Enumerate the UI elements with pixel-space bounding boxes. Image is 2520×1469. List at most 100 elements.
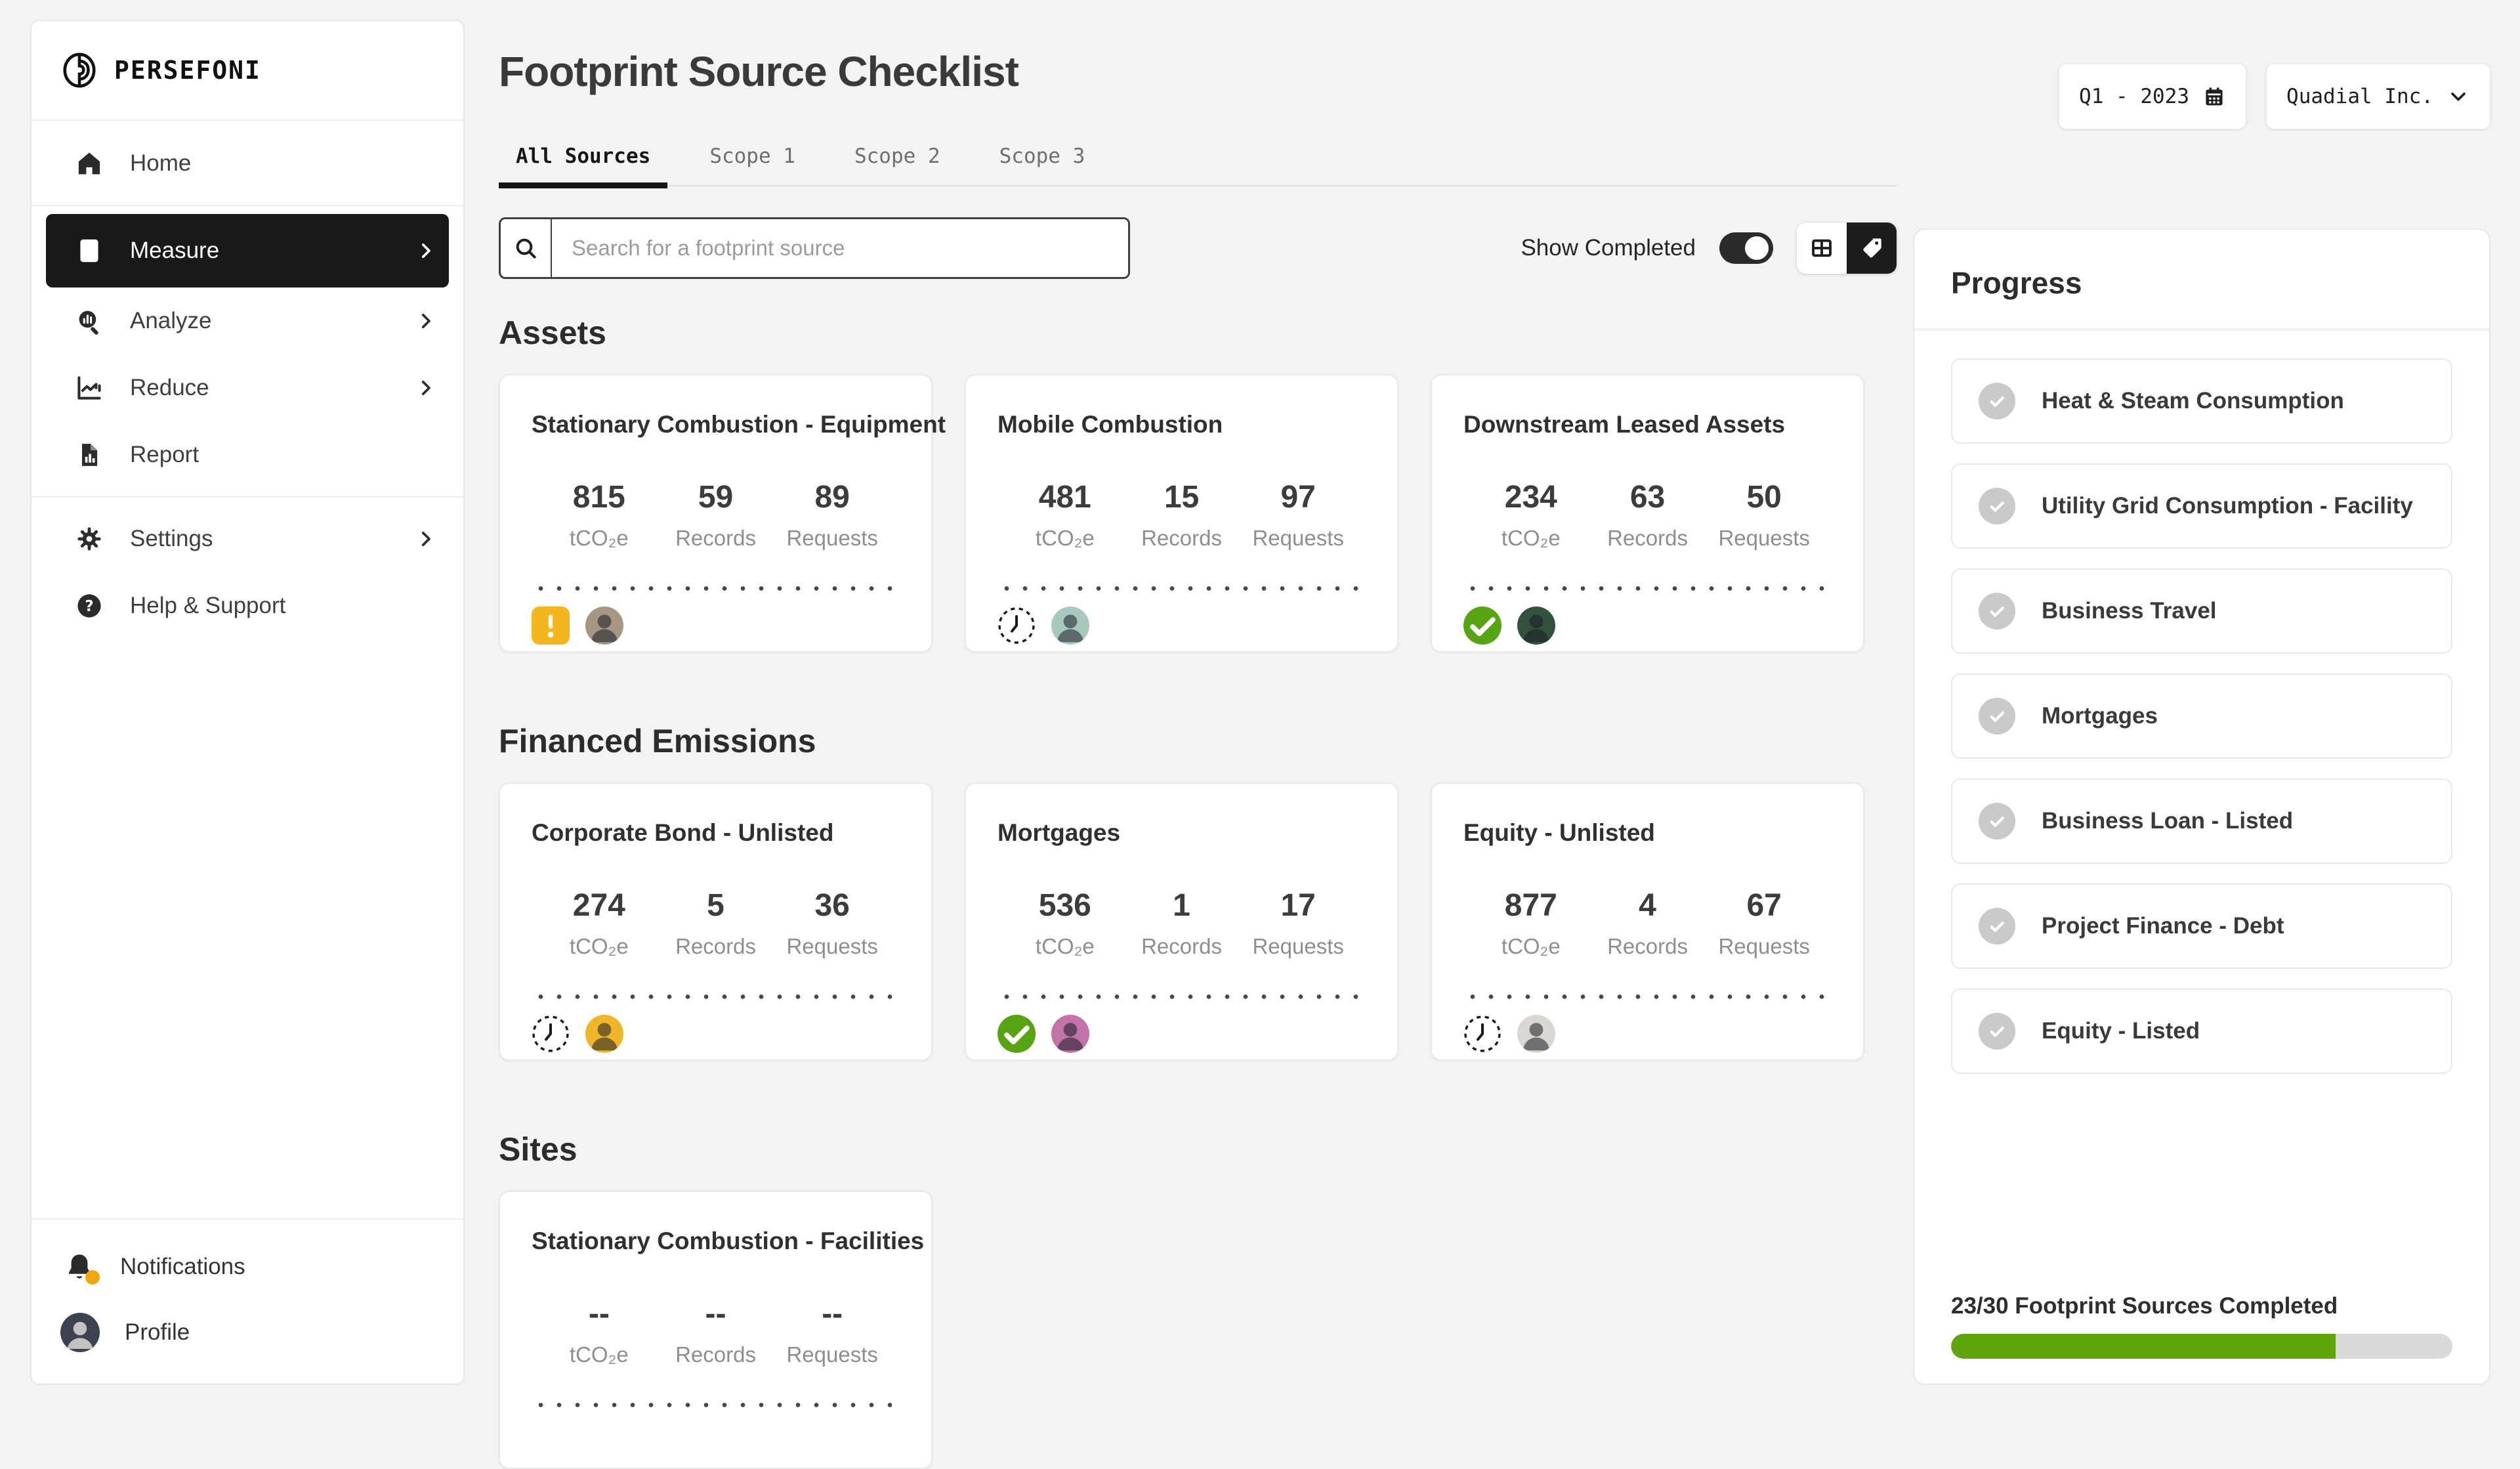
sidebar-item-settings[interactable]: Settings [32, 505, 463, 572]
assignee-avatar[interactable] [1517, 1015, 1555, 1053]
chevron-down-icon [2446, 85, 2470, 108]
stat-value-records: 15 [1164, 480, 1200, 515]
calendar-icon [2202, 85, 2226, 108]
tab-scope-3[interactable]: Scope 3 [999, 144, 1085, 168]
dotted-divider [532, 1403, 900, 1407]
sidebar-item-measure[interactable]: Measure [46, 214, 449, 287]
sidebar-item-label: Help & Support [130, 593, 286, 618]
stat-label-requests: Requests [786, 934, 878, 958]
chevron-right-icon [415, 377, 437, 399]
source-card[interactable]: Equity - Unlisted 877 tCO₂e 4 Records 67 Reque… [1431, 782, 1864, 1061]
source-card[interactable]: Stationary Combustion - Equipment 815 tCO₂… [499, 374, 946, 652]
sidebar-item-notifications[interactable]: Notifications [60, 1234, 434, 1300]
stat-records: -- Records [658, 1296, 774, 1367]
main-content: Footprint Source Checklist All Sources Sc… [499, 0, 1897, 1469]
section-title: Sites [499, 1131, 578, 1168]
stat-value-requests: 97 [1280, 480, 1316, 515]
stat-records: 4 Records [1589, 887, 1706, 959]
stat-tco2e: 481 tCO₂e [1007, 479, 1124, 551]
sidebar-item-help[interactable]: ? Help & Support [32, 572, 463, 639]
sidebar-item-label: Analyze [130, 308, 212, 333]
stat-label-records: Records [675, 1342, 756, 1367]
stat-value-requests: 36 [814, 888, 850, 923]
sections: Assets Stationary Combustion - Equipment 8… [499, 314, 1897, 1469]
progress-item[interactable]: Heat & Steam Consumption [1951, 358, 2452, 444]
analyze-icon [75, 307, 104, 335]
profile-avatar [60, 1313, 100, 1352]
progress-item[interactable]: Utility Grid Consumption - Facility [1951, 463, 2452, 549]
tab-scope-1[interactable]: Scope 1 [709, 144, 795, 168]
source-card[interactable]: Stationary Combustion - Facilities -- tCO₂… [499, 1191, 933, 1469]
progress-item[interactable]: Project Finance - Debt [1951, 884, 2452, 969]
sidebar-item-reduce[interactable]: Reduce [32, 354, 463, 421]
card-footer [1463, 1015, 1832, 1053]
assignee-avatar[interactable] [1051, 607, 1089, 645]
source-card[interactable]: Downstream Leased Assets 234 tCO₂e 63 Record… [1431, 374, 1864, 652]
stat-value-requests: 17 [1280, 888, 1316, 923]
progress-list: Heat & Steam Consumption Utility Grid Con… [1914, 331, 2489, 1074]
search-input[interactable] [552, 219, 1128, 277]
sidebar-item-analyze[interactable]: Analyze [32, 287, 463, 354]
view-switcher [1797, 223, 1897, 274]
home-icon [75, 149, 104, 178]
source-card-title: Downstream Leased Assets [1463, 411, 1786, 438]
stat-label-records: Records [675, 934, 756, 958]
check-circle-icon [1979, 593, 2015, 629]
source-card[interactable]: Mortgages 536 tCO₂e 1 Records 17 Requests [965, 782, 1398, 1061]
section-assets: Assets Stationary Combustion - Equipment 8… [499, 314, 1897, 652]
sidebar-item-home[interactable]: Home [32, 130, 463, 197]
stat-requests: 89 Requests [774, 479, 891, 551]
progress-item[interactable]: Business Loan - Listed [1951, 778, 2452, 864]
assignee-avatar[interactable] [585, 607, 623, 645]
show-completed-toggle[interactable] [1719, 232, 1773, 264]
stat-value-tco2e: 815 [572, 480, 625, 515]
stat-value-tco2e: -- [588, 1296, 610, 1331]
stat-label-records: Records [1607, 526, 1688, 550]
stat-label-tco2e: tCO₂e [569, 934, 629, 958]
stat-label-requests: Requests [1718, 934, 1810, 958]
source-card[interactable]: Corporate Bond - Unlisted 274 tCO₂e 5 Record… [499, 782, 933, 1061]
assignee-avatar[interactable] [1051, 1015, 1089, 1053]
sidebar-item-profile[interactable]: Profile [60, 1300, 434, 1365]
app-root: { "app": { "logo_text": "PERSEFONI" }, "… [30, 20, 2490, 1469]
progress-item[interactable]: Equity - Listed [1951, 989, 2452, 1074]
source-card-title: Mobile Combustion [998, 411, 1223, 438]
tab-all-sources[interactable]: All Sources [499, 144, 668, 188]
source-card[interactable]: Mobile Combustion 481 tCO₂e 15 Records 97 Requ… [965, 374, 1398, 652]
progress-panel-title: Progress [1951, 266, 2082, 300]
card-footer [998, 1015, 1366, 1053]
card-footer [532, 1015, 900, 1053]
card-stats: 274 tCO₂e 5 Records 36 Requests [532, 887, 900, 959]
source-card-title: Equity - Unlisted [1463, 819, 1655, 846]
progress-item[interactable]: Mortgages [1951, 673, 2452, 759]
sidebar-item-report[interactable]: Report [32, 421, 463, 488]
notifications-label: Notifications [120, 1254, 245, 1279]
company-selector-button[interactable]: Quadial Inc. [2266, 64, 2490, 129]
section-sites: Sites Stationary Combustion - Facilities -… [499, 1130, 1897, 1469]
grid-view-button[interactable] [1797, 223, 1847, 274]
stat-value-tco2e: 481 [1038, 480, 1091, 515]
period-selector-button[interactable]: Q1 - 2023 [2059, 64, 2247, 129]
tab-scope-2[interactable]: Scope 2 [854, 144, 940, 168]
assignee-avatar[interactable] [1517, 607, 1555, 645]
assignee-avatar[interactable] [585, 1015, 623, 1053]
company-label: Quadial Inc. [2286, 85, 2433, 108]
stat-tco2e: 815 tCO₂e [541, 479, 658, 551]
toolbar-right: Show Completed [1521, 223, 1897, 274]
report-icon [75, 440, 104, 469]
tag-view-button[interactable] [1847, 223, 1897, 274]
warning-icon [532, 607, 570, 645]
progress-item[interactable]: Business Travel [1951, 568, 2452, 654]
stat-label-tco2e: tCO₂e [569, 1342, 629, 1367]
cards-row: Corporate Bond - Unlisted 274 tCO₂e 5 Record… [499, 782, 1897, 1061]
stat-label-requests: Requests [1252, 526, 1344, 550]
card-footer [1463, 607, 1832, 645]
dotted-divider [532, 994, 900, 999]
stat-value-tco2e: 536 [1038, 888, 1091, 923]
bell-icon [64, 1251, 100, 1285]
stat-requests: 50 Requests [1706, 479, 1822, 551]
logo-text: PERSEFONI [114, 56, 261, 85]
cards-row: Stationary Combustion - Equipment 815 tCO₂… [499, 374, 1897, 652]
stat-label-tco2e: tCO₂e [1035, 526, 1095, 550]
sidebar-item-label: Home [130, 150, 192, 176]
